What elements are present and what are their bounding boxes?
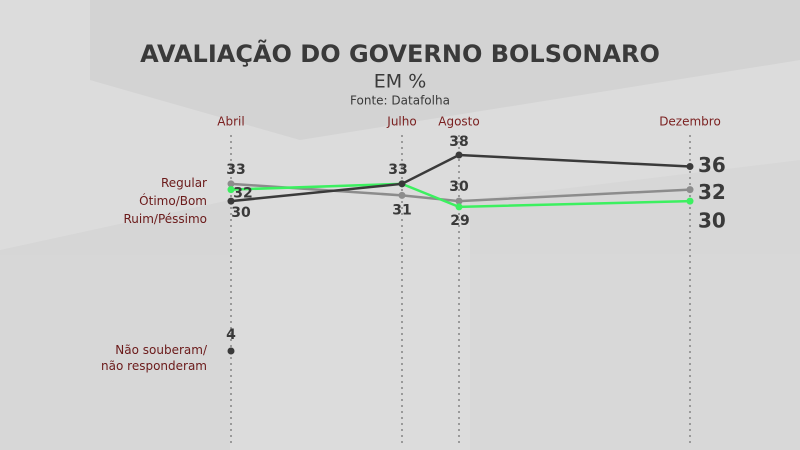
point — [455, 151, 463, 159]
series-line — [230, 182, 691, 203]
legend-label: Ótimo/Bom — [139, 194, 207, 208]
bg-shape — [90, 0, 800, 140]
point — [227, 180, 235, 188]
data-label: 30 — [698, 209, 726, 233]
point — [686, 163, 694, 171]
bg-shape — [470, 160, 800, 450]
data-label: 31 — [392, 202, 411, 218]
series-line — [230, 182, 691, 209]
data-label: 30 — [231, 205, 251, 221]
chart-title: AVALIAÇÃO DO GOVERNO BOLSONARO — [140, 39, 660, 68]
data-label: 30 — [449, 179, 469, 195]
legend-label: Ruim/Péssimo — [123, 212, 207, 226]
point — [686, 197, 694, 205]
data-label: 4 — [226, 327, 236, 343]
data-label: 29 — [450, 213, 469, 229]
data-label: 32 — [698, 180, 726, 204]
bg-shape — [0, 200, 230, 450]
point — [227, 197, 235, 205]
series-line — [230, 153, 691, 203]
point — [455, 203, 463, 211]
source: Fonte: Datafolha — [350, 94, 450, 108]
chart-subtitle: EM % — [374, 71, 427, 93]
data-label: 38 — [449, 134, 468, 150]
legend-label: Não souberam/ não responderam — [101, 343, 207, 373]
x-tick-label: Dezembro — [659, 115, 721, 129]
data-label: 32 — [233, 186, 252, 202]
data-label: 36 — [698, 153, 726, 177]
x-tick-label: Agosto — [438, 115, 479, 129]
legend-label: Regular — [160, 176, 207, 190]
x-tick-label: Julho — [386, 115, 416, 129]
point — [227, 347, 235, 355]
x-tick-label: Abril — [217, 115, 244, 129]
point — [398, 191, 406, 199]
point — [398, 180, 406, 188]
data-label: 33 — [388, 162, 407, 178]
point — [455, 197, 463, 205]
point — [686, 186, 694, 194]
point — [227, 186, 235, 194]
data-label: 33 — [226, 162, 245, 178]
